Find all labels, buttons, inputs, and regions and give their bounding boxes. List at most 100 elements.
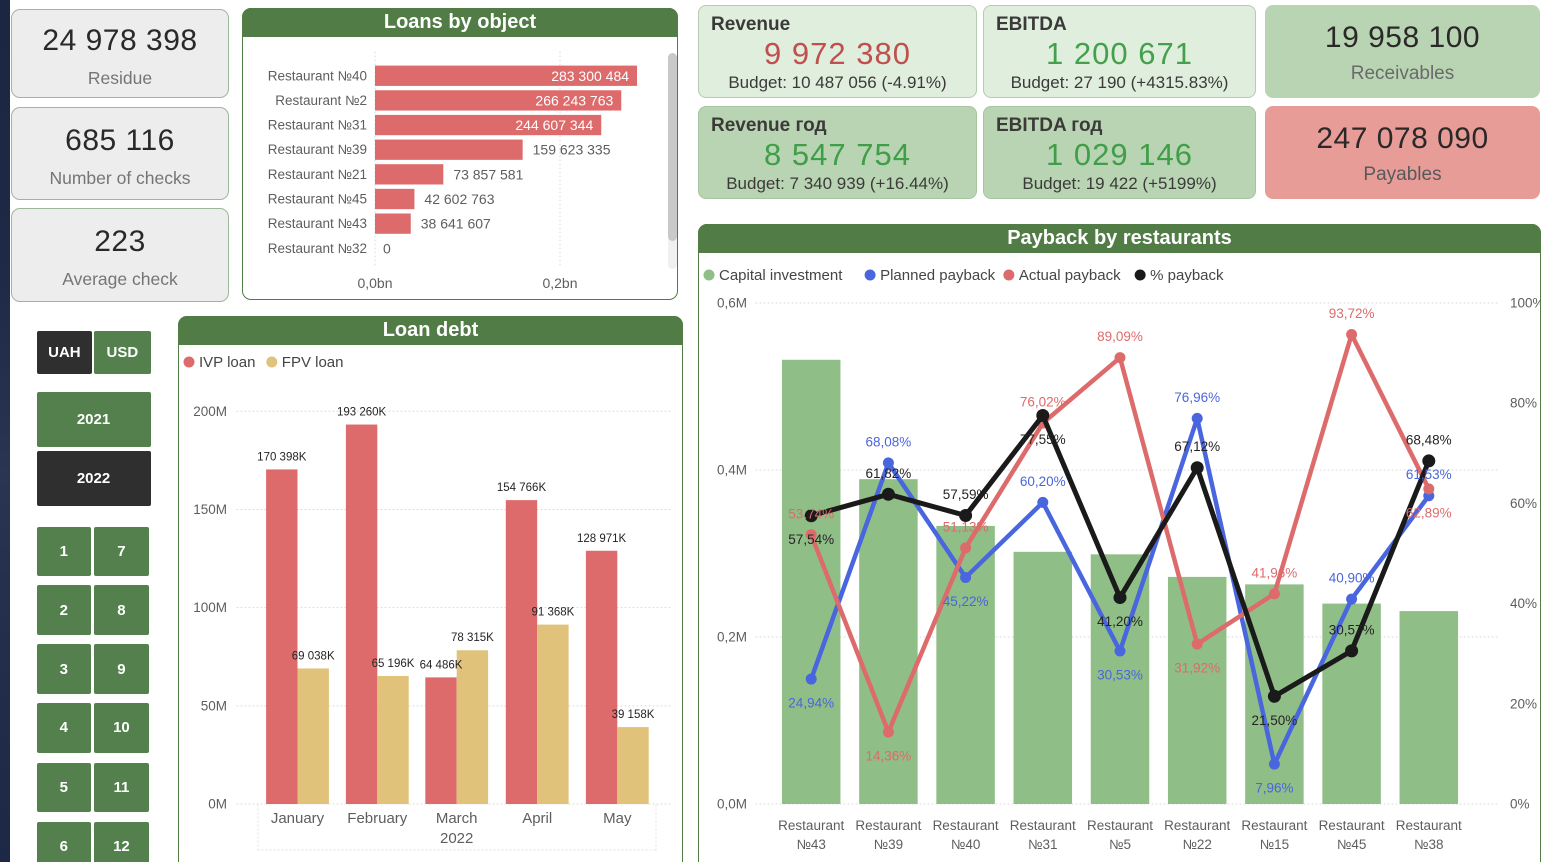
left-tick-label: 0,4M (717, 463, 747, 478)
kpi-value: 24 978 398 (42, 23, 198, 57)
line-marker[interactable] (1036, 408, 1050, 422)
line-marker[interactable] (1267, 689, 1281, 703)
capital-investment-bar[interactable] (1013, 551, 1073, 804)
fpv-loan-bar[interactable] (377, 675, 409, 804)
line-marker[interactable] (960, 571, 972, 583)
line-value-label: 76,02% (1020, 395, 1066, 410)
line-marker[interactable] (805, 673, 817, 685)
currency-button-usd[interactable]: USD (94, 331, 151, 374)
payback-title: Payback by restaurants (698, 224, 1541, 253)
month-button-9[interactable]: 9 (94, 644, 149, 694)
line-marker[interactable] (1346, 328, 1358, 340)
line-marker[interactable] (1114, 352, 1126, 364)
loan-bar[interactable] (375, 188, 415, 210)
ivp-loan-bar[interactable] (585, 550, 618, 804)
legend-label: Capital investment (719, 267, 843, 284)
capital-investment-bar[interactable] (936, 525, 995, 804)
legend-label: Actual payback (1019, 267, 1121, 284)
line-marker[interactable] (1037, 496, 1049, 508)
line-marker[interactable] (881, 487, 895, 501)
month-button-8[interactable]: 8 (94, 585, 149, 635)
fpv-loan-bar[interactable] (537, 624, 569, 804)
kpi-value: 19 958 100 (1324, 20, 1481, 54)
year-button-2022[interactable]: 2022 (36, 451, 151, 506)
line-marker[interactable] (1268, 758, 1280, 770)
kpi-title: Revenue год (711, 115, 827, 136)
loan-bar[interactable] (375, 139, 523, 160)
line-marker[interactable] (1423, 483, 1435, 495)
line-marker[interactable] (1191, 638, 1203, 650)
line-marker[interactable] (1345, 644, 1359, 658)
x-category-label: №5 (1109, 837, 1131, 852)
line-marker[interactable] (960, 542, 972, 554)
line-marker[interactable] (1191, 412, 1203, 424)
x-category-label: Restaurant (1164, 818, 1230, 833)
category-label: Restaurant №2 (275, 93, 367, 108)
month-button-7[interactable]: 7 (94, 526, 149, 576)
capital-investment-bar[interactable] (859, 479, 918, 804)
category-label: Restaurant №40 (268, 68, 367, 83)
year-button-2021[interactable]: 2021 (36, 392, 151, 447)
loan-bar[interactable] (375, 114, 602, 136)
x-category-label: January (271, 810, 325, 827)
fpv-loan-bar[interactable] (617, 727, 649, 804)
line-value-label: 51,13% (943, 519, 989, 534)
capital-investment-bar[interactable] (1167, 576, 1227, 804)
line-marker[interactable] (1346, 593, 1358, 605)
ivp-loan-bar[interactable] (266, 469, 298, 804)
line-marker[interactable] (1268, 588, 1280, 600)
loan-bar[interactable] (375, 164, 444, 185)
line-marker[interactable] (882, 457, 894, 469)
month-button-3[interactable]: 3 (36, 644, 91, 694)
line-value-label: 31,92% (1174, 661, 1220, 676)
line-marker[interactable] (1422, 454, 1436, 468)
month-button-1[interactable]: 1 (36, 526, 91, 576)
line-marker[interactable] (959, 508, 973, 522)
kpi-title: Revenue (711, 14, 791, 35)
kpi-budget: Budget: 19 422 (+5199%) (1022, 174, 1217, 193)
line-marker[interactable] (1113, 591, 1127, 605)
line-value-label: 60,20% (1020, 474, 1066, 489)
month-button-12[interactable]: 12 (94, 821, 149, 862)
x-year-label: 2022 (440, 830, 473, 847)
bar-value-label: 64 486K (420, 659, 463, 671)
bar-value-label: 154 766K (497, 482, 547, 494)
line-marker[interactable] (882, 726, 894, 738)
line-marker[interactable] (805, 529, 817, 541)
y-tick-label: 100M (193, 600, 227, 615)
line-value-label: 14,36% (866, 749, 912, 764)
fpv-loan-bar[interactable] (297, 668, 329, 804)
ivp-loan-bar[interactable] (345, 424, 378, 804)
right-tick-label: 20% (1510, 696, 1537, 711)
line-marker[interactable] (804, 509, 818, 523)
currency-button-uah[interactable]: UAH (36, 331, 93, 374)
month-button-5[interactable]: 5 (36, 762, 91, 813)
loan-bar[interactable] (375, 65, 638, 86)
month-button-2[interactable]: 2 (36, 585, 91, 635)
month-button-4[interactable]: 4 (36, 703, 91, 753)
month-button-11[interactable]: 11 (94, 762, 149, 813)
bar-value-label: 266 243 763 (535, 92, 613, 108)
loan-bar[interactable] (375, 90, 622, 111)
line-marker[interactable] (1190, 461, 1204, 475)
y-tick-label: 200M (193, 404, 227, 419)
line-value-label: 40,90% (1329, 571, 1375, 586)
scrollbar-thumb[interactable] (668, 53, 677, 241)
loan-bar[interactable] (375, 213, 411, 234)
loans-by-object-panel: Loans by object 0,0bn 0,2bn Restaurant №40… (242, 8, 678, 300)
month-button-10[interactable]: 10 (94, 703, 149, 753)
kpi-label: Average check (62, 269, 178, 289)
line-marker[interactable] (1114, 645, 1126, 657)
month-button-6[interactable]: 6 (36, 821, 91, 862)
capital-investment-bar[interactable] (1399, 611, 1459, 804)
fpv-loan-bar[interactable] (456, 650, 489, 804)
ivp-loan-bar[interactable] (425, 677, 457, 804)
ivp-loan-bar[interactable] (505, 500, 538, 804)
kpi-value: 9 972 380 (764, 36, 911, 71)
loan-debt-chart: IVP loan FPV loan 0M 50M 100M 150M 200M 170 398… (183, 354, 674, 851)
x-category-label: April (522, 810, 552, 827)
kpi-card-ebitda-year: EBITDA год 1 029 146 Budget: 19 422 (+51… (983, 106, 1256, 199)
kpi-card-average-check: 223 Average check (11, 208, 229, 302)
kpi-budget: Budget: 27 190 (+4315.83%) (1010, 73, 1229, 92)
